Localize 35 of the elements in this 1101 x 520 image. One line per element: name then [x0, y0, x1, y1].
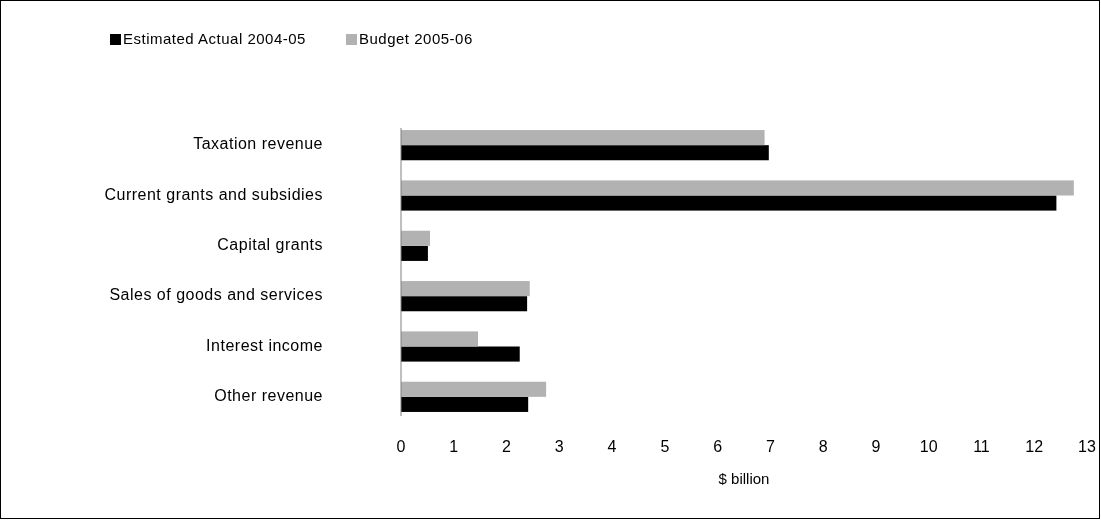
bar: [401, 230, 431, 246]
x-tick-label: 0: [396, 438, 406, 455]
bar: [401, 195, 1057, 211]
bar: [401, 346, 520, 362]
x-tick-label: 5: [660, 438, 670, 455]
y-tick-label: Sales of goods and services: [109, 286, 323, 304]
x-tick-label: 4: [607, 438, 617, 455]
x-tick-label: 11: [973, 438, 990, 455]
x-tick-label: 9: [871, 438, 881, 455]
x-axis-title: $ billion: [718, 470, 770, 487]
y-tick-label: Taxation revenue: [193, 135, 323, 153]
bar: [401, 281, 530, 297]
x-tick-label: 6: [713, 438, 723, 455]
x-tick-label: 7: [765, 438, 775, 455]
x-tick-label: 10: [919, 438, 938, 455]
y-tick-label: Capital grants: [217, 236, 323, 254]
x-tick-label: 13: [1078, 438, 1096, 455]
x-tick-label: 12: [1025, 438, 1044, 455]
bar: [401, 245, 428, 261]
bar: [401, 296, 528, 312]
bar: [401, 180, 1074, 196]
legend-label: Estimated Actual 2004-05: [123, 29, 306, 47]
bar: [401, 145, 769, 161]
y-tick-label: Current grants and subsidies: [104, 185, 323, 203]
legend-label: Budget 2005-06: [359, 29, 473, 47]
bar: [401, 130, 765, 146]
bar: [401, 331, 479, 347]
x-tick-label: 2: [502, 438, 512, 455]
x-tick-label: 8: [818, 438, 828, 455]
x-tick-label: 1: [449, 438, 459, 455]
x-tick-label: 3: [554, 438, 564, 455]
bar: [401, 381, 547, 397]
y-tick-label: Interest income: [206, 336, 323, 354]
y-tick-label: Other revenue: [214, 387, 323, 405]
bar: [401, 396, 529, 412]
